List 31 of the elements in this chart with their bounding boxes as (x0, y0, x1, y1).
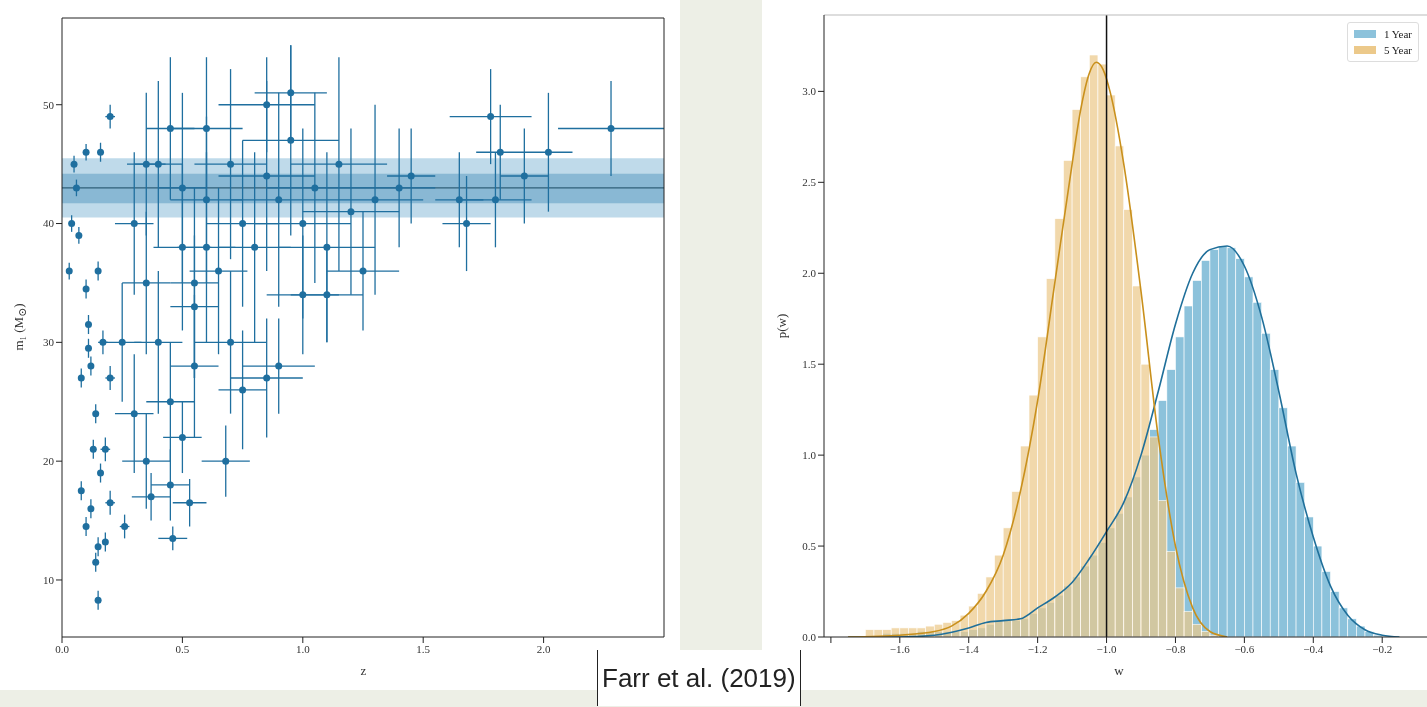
x-tick-label: −1.6 (889, 642, 911, 655)
y-tick-label: 2.0 (802, 267, 817, 280)
y-tick-label: 2.5 (802, 176, 817, 189)
legend-label: 1 Year (1383, 27, 1412, 42)
x-tick-label: 2.0 (536, 642, 551, 655)
x-axis-title: z (360, 663, 367, 679)
x-tick-label: 0.5 (175, 642, 190, 655)
text: Farr et al. (2019) (597, 650, 801, 706)
x-tick-label: −1.4 (958, 642, 980, 655)
y-tick-label: 0.5 (802, 539, 817, 552)
x-tick-label: −1.2 (1027, 642, 1048, 655)
y-tick-label: 0.0 (802, 630, 817, 643)
y-tick-label: 10 (43, 573, 55, 586)
x-tick-label: 1.5 (416, 642, 431, 655)
x-tick-label: 1.0 (295, 642, 311, 655)
y-axis-title: p(w) (774, 313, 790, 339)
x-tick-label: −0.6 (1234, 642, 1255, 655)
y-tick-label: 3.0 (802, 85, 817, 98)
x-tick-label: −0.4 (1303, 642, 1324, 655)
y-tick-label: 50 (43, 98, 55, 111)
x-tick-label: −0.8 (1165, 642, 1186, 655)
y-tick-label: 40 (43, 217, 55, 230)
x-axis-title: w (1114, 663, 1124, 679)
y-tick-label: 20 (43, 455, 55, 468)
y-tick-label: 30 (43, 336, 55, 349)
x-tick-label: 0.0 (55, 642, 70, 655)
x-tick-label: −1.0 (1096, 642, 1118, 655)
legend-label: 5 Year (1383, 43, 1412, 58)
y-tick-label: 1.0 (802, 449, 817, 462)
x-tick-label: −0.2 (1372, 642, 1393, 655)
y-tick-label: 1.5 (802, 358, 817, 371)
